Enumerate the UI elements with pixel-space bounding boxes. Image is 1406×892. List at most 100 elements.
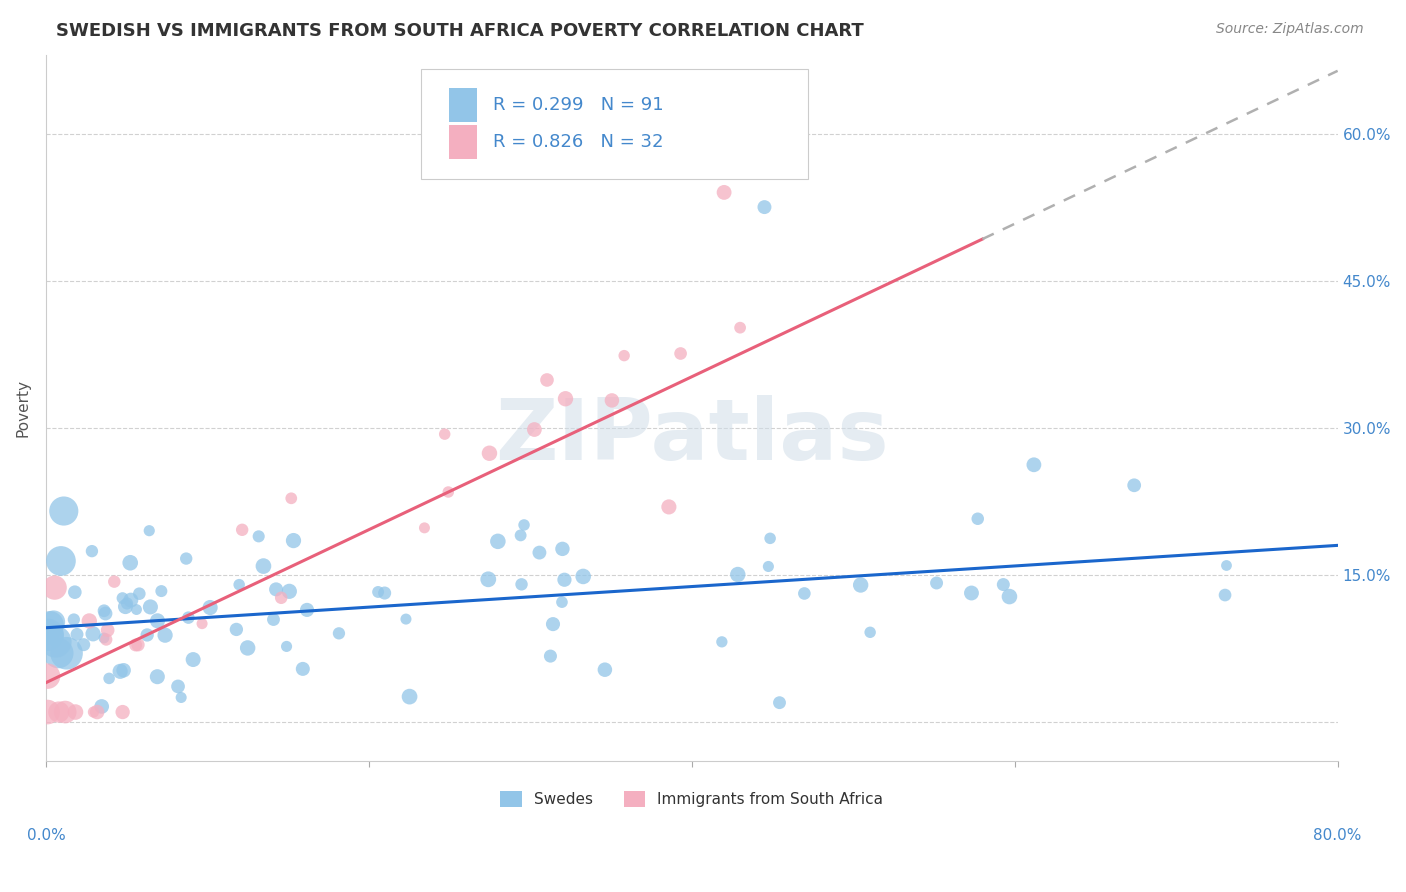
Point — [98, 672, 121, 686]
Point — [960, 586, 983, 600]
Point — [278, 584, 301, 599]
Point — [551, 541, 574, 556]
Point — [295, 603, 318, 617]
Point — [42, 615, 65, 629]
Point — [658, 500, 681, 514]
Point — [754, 200, 776, 214]
Point — [90, 699, 112, 714]
Point — [124, 638, 146, 652]
Point — [86, 705, 108, 719]
Point — [93, 604, 115, 618]
Point — [96, 632, 118, 647]
Point — [236, 640, 259, 655]
Point — [513, 518, 536, 533]
Point — [270, 591, 292, 605]
Point — [1022, 458, 1045, 472]
Point — [395, 612, 418, 626]
Point — [52, 504, 75, 518]
Point — [63, 613, 86, 627]
Point — [167, 680, 190, 694]
Point — [710, 635, 733, 649]
Point — [374, 586, 396, 600]
Point — [1213, 588, 1236, 602]
Point — [125, 602, 148, 616]
Point — [115, 597, 138, 611]
Point — [65, 705, 87, 719]
Point — [80, 544, 103, 558]
Point — [114, 599, 136, 614]
Point — [136, 628, 159, 642]
Point — [153, 628, 176, 642]
Point — [146, 670, 169, 684]
Point — [613, 349, 636, 363]
Point — [37, 628, 59, 642]
Point — [398, 690, 420, 704]
Point — [925, 576, 948, 591]
Point — [97, 623, 120, 637]
Point — [486, 534, 509, 549]
Point — [541, 617, 564, 632]
Point — [328, 626, 350, 640]
Point — [112, 663, 135, 677]
FancyBboxPatch shape — [449, 125, 478, 159]
Point — [553, 573, 575, 587]
Text: R = 0.826   N = 32: R = 0.826 N = 32 — [494, 133, 664, 151]
Point — [593, 663, 616, 677]
Point — [111, 591, 134, 606]
Point — [849, 578, 872, 592]
Point — [727, 567, 749, 582]
Point — [231, 523, 253, 537]
Text: 0.0%: 0.0% — [27, 828, 65, 843]
Point — [139, 599, 162, 614]
Point — [252, 559, 274, 574]
Point — [437, 485, 460, 500]
Point — [510, 577, 533, 591]
Text: Source: ZipAtlas.com: Source: ZipAtlas.com — [1216, 22, 1364, 37]
Point — [225, 623, 247, 637]
Point — [55, 646, 77, 660]
Point — [228, 577, 250, 591]
Point — [120, 556, 142, 570]
Point — [94, 607, 117, 621]
Point — [138, 524, 160, 538]
Point — [42, 628, 65, 642]
Point — [63, 585, 86, 599]
Point — [146, 614, 169, 628]
Point — [45, 634, 67, 648]
Point — [758, 559, 780, 574]
FancyBboxPatch shape — [420, 70, 808, 178]
Point — [247, 529, 270, 543]
Point — [181, 652, 204, 666]
Point — [523, 423, 546, 437]
Point — [859, 625, 882, 640]
Point — [73, 638, 96, 652]
Point — [37, 705, 59, 719]
Point — [966, 512, 988, 526]
Point — [478, 446, 501, 460]
Point — [572, 569, 595, 583]
Point — [554, 392, 576, 406]
Point — [127, 638, 149, 652]
Point — [82, 705, 104, 719]
Point — [66, 627, 89, 641]
Point — [1123, 478, 1146, 492]
Point — [433, 427, 456, 442]
Point — [529, 545, 551, 559]
Point — [669, 346, 692, 360]
Y-axis label: Poverty: Poverty — [15, 379, 30, 437]
Point — [37, 625, 59, 640]
Point — [191, 616, 214, 631]
Point — [111, 705, 134, 719]
Text: ZIPatlas: ZIPatlas — [495, 395, 889, 478]
Point — [264, 582, 287, 597]
Point — [538, 649, 561, 664]
Point — [793, 586, 815, 600]
Point — [1215, 558, 1237, 573]
Point — [367, 585, 389, 599]
Point — [77, 614, 100, 628]
Point — [280, 491, 302, 506]
Point — [600, 393, 623, 408]
Point — [713, 186, 735, 200]
Point — [291, 662, 314, 676]
Point — [177, 610, 200, 624]
